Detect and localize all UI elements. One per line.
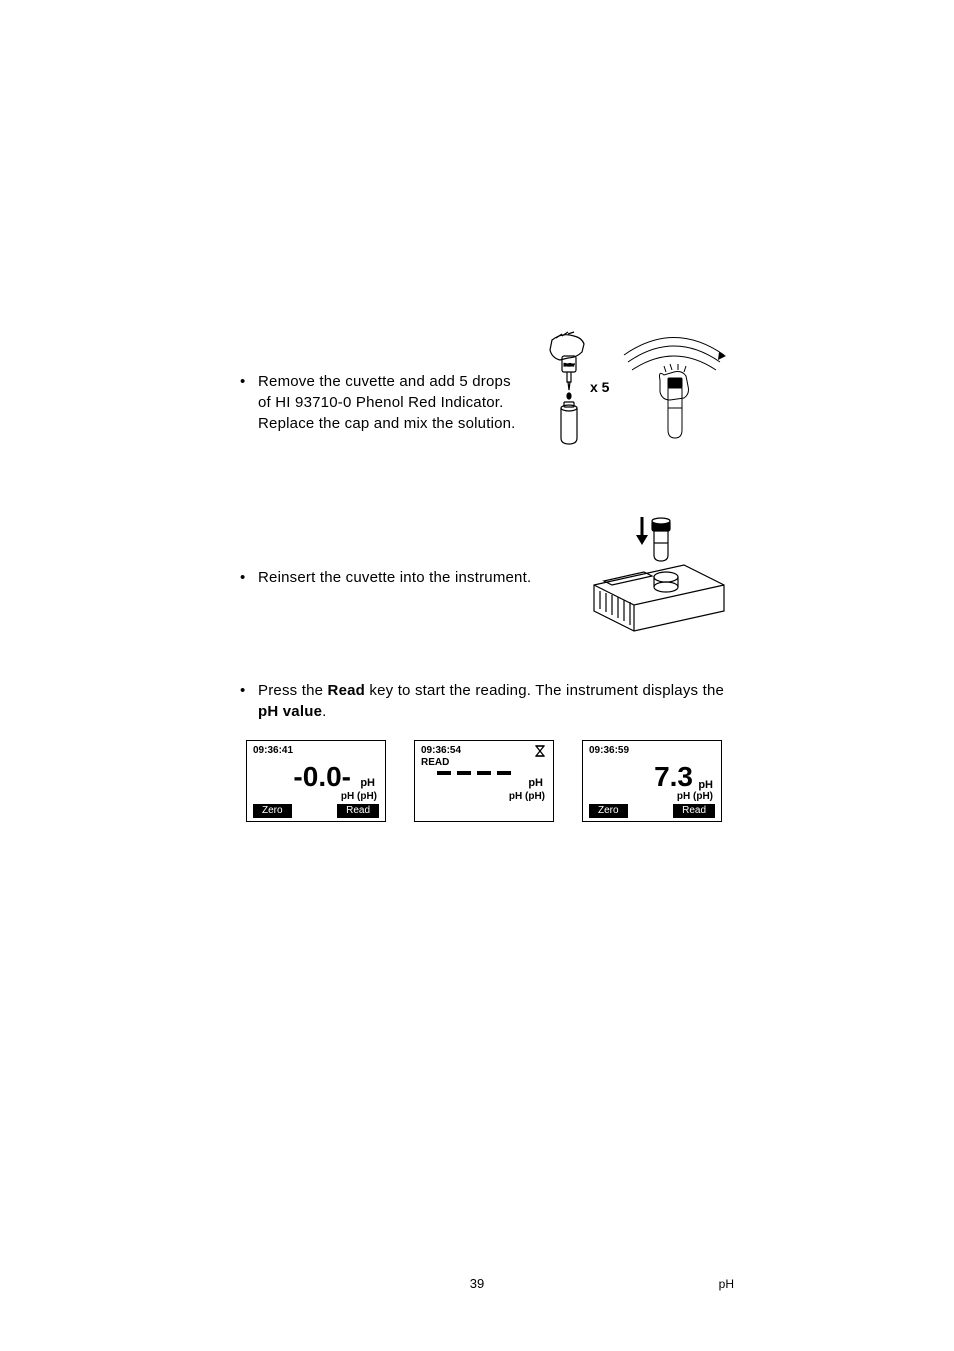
lcd2-time: 09:36:54 [421,745,461,756]
lcd3-unit: pH [698,779,713,791]
instruction-step-3: •Press the Read key to start the reading… [240,680,734,822]
lcd1-subunit: pH (pH) [341,791,377,802]
page-container: •Remove the cuvette and add 5 drops of H… [0,0,954,1351]
drops-diagram: Buffer x 5 [534,330,734,475]
step3-prefix: Press the [258,682,328,699]
lcd2-unit: pH [528,777,543,789]
lcd1-read-button: Read [337,804,379,818]
step3-suffix: . [322,703,326,720]
bullet-icon: • [240,371,258,392]
lcd3-subunit: pH (pH) [677,791,713,802]
lcd3-zero-button: Zero [589,804,628,818]
lcd-screen-1: 09:36:41 -0.0- pH pH (pH) Zero Read [246,740,386,822]
step3-bold1: Read [328,682,365,699]
step3-bold2: pH value [258,703,322,720]
lcd3-buttons: Zero Read [589,804,715,818]
bottle-label-text: Buffer [564,362,575,367]
instruction-step-1: •Remove the cuvette and add 5 drops of H… [240,330,734,475]
instruction-step-2: •Reinsert the cuvette into the instrumen… [240,515,734,640]
lcd3-read-button: Read [673,804,715,818]
footer-section: pH [719,1277,734,1291]
bullet-icon: • [240,680,258,701]
lcd3-value: 7.3 [583,761,693,793]
multiplier-label: x 5 [590,379,610,395]
instruction-1-text: •Remove the cuvette and add 5 drops of H… [240,371,534,434]
lcd3-time: 09:36:59 [589,745,629,756]
lcd-screen-3: 09:36:59 7.3 pH pH (pH) Zero Read [582,740,722,822]
instruction-3-text: •Press the Read key to start the reading… [240,680,734,722]
lcd1-zero-button: Zero [253,804,292,818]
instruction-2-text: •Reinsert the cuvette into the instrumen… [240,567,574,588]
step2-body: Reinsert the cuvette into the instrument… [258,567,568,588]
bullet-icon: • [240,567,258,588]
lcd2-subunit: pH (pH) [509,791,545,802]
lcd-screen-2: 09:36:54 READ pH pH (pH) [414,740,554,822]
hourglass-icon [535,745,545,760]
insert-diagram [574,515,734,640]
step3-mid: key to start the reading. The instrument… [365,682,724,699]
lcd2-mode: READ [421,757,449,768]
lcd-screens-row: 09:36:41 -0.0- pH pH (pH) Zero Read 09:3… [246,740,734,822]
step1-body: Remove the cuvette and add 5 drops of HI… [258,371,528,434]
page-number: 39 [0,1276,954,1291]
lcd1-value: -0.0- [247,761,351,793]
lcd1-time: 09:36:41 [253,745,293,756]
lcd2-dashes [437,771,511,775]
lcd1-unit: pH [360,777,375,789]
lcd1-buttons: Zero Read [253,804,379,818]
